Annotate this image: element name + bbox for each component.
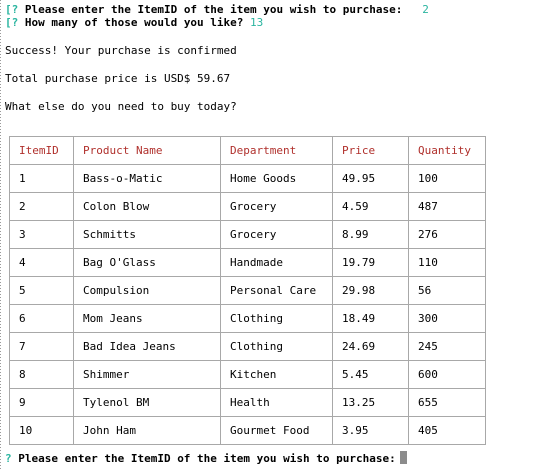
- prompt-line-item-id: [? Please enter the ItemID of the item y…: [5, 3, 429, 17]
- cell-department: Health: [220, 388, 333, 417]
- cell-department: Grocery: [220, 220, 333, 249]
- cell-item-id: 9: [9, 388, 74, 417]
- follow-up-question: What else do you need to buy today?: [5, 100, 237, 113]
- prompt-answer: 13: [250, 16, 264, 29]
- cell-quantity: 655: [408, 388, 486, 417]
- table-header-row: ItemID Product Name Department Price Qua…: [9, 136, 486, 165]
- header-price: Price: [332, 136, 409, 165]
- cell-product-name: Mom Jeans: [73, 304, 221, 333]
- prompt-line-quantity: [? How many of those would you like? 13: [5, 16, 263, 30]
- prompt-text: Please enter the ItemID of the item you …: [18, 3, 403, 16]
- header-department: Department: [220, 136, 333, 165]
- cell-quantity: 56: [408, 276, 486, 305]
- cell-department: Home Goods: [220, 164, 333, 193]
- prompt-answer: 2: [422, 3, 429, 16]
- success-message: Success! Your purchase is confirmed: [5, 44, 237, 57]
- cell-product-name: Compulsion: [73, 276, 221, 305]
- table-row: 6 Mom Jeans Clothing 18.49 300: [9, 304, 486, 333]
- cell-product-name: Bag O'Glass: [73, 248, 221, 277]
- inventory-table: ItemID Product Name Department Price Qua…: [9, 136, 486, 445]
- cell-product-name: Bass-o-Matic: [73, 164, 221, 193]
- cell-product-name: Bad Idea Jeans: [73, 332, 221, 361]
- cell-price: 8.99: [332, 220, 409, 249]
- cell-item-id: 3: [9, 220, 74, 249]
- cell-quantity: 487: [408, 192, 486, 221]
- cell-item-id: 5: [9, 276, 74, 305]
- cell-price: 13.25: [332, 388, 409, 417]
- table-row: 4 Bag O'Glass Handmade 19.79 110: [9, 248, 486, 277]
- table-row: 7 Bad Idea Jeans Clothing 24.69 245: [9, 332, 486, 361]
- header-quantity: Quantity: [408, 136, 486, 165]
- cell-quantity: 276: [408, 220, 486, 249]
- cell-item-id: 1: [9, 164, 74, 193]
- cell-department: Grocery: [220, 192, 333, 221]
- cell-price: 3.95: [332, 416, 409, 445]
- cell-product-name: Colon Blow: [73, 192, 221, 221]
- prompt-question-mark: ?: [11, 16, 19, 29]
- header-product-name: Product Name: [73, 136, 221, 165]
- table-row: 3 Schmitts Grocery 8.99 276: [9, 220, 486, 249]
- cell-department: Handmade: [220, 248, 333, 277]
- cell-item-id: 2: [9, 192, 74, 221]
- cell-item-id: 10: [9, 416, 74, 445]
- cell-product-name: Tylenol BM: [73, 388, 221, 417]
- cell-quantity: 100: [408, 164, 486, 193]
- cell-department: Personal Care: [220, 276, 333, 305]
- cell-quantity: 300: [408, 304, 486, 333]
- table-row: 9 Tylenol BM Health 13.25 655: [9, 388, 486, 417]
- cell-price: 5.45: [332, 360, 409, 389]
- cell-price: 18.49: [332, 304, 409, 333]
- cell-product-name: Schmitts: [73, 220, 221, 249]
- cell-item-id: 7: [9, 332, 74, 361]
- table-row: 8 Shimmer Kitchen 5.45 600: [9, 360, 486, 389]
- cell-quantity: 245: [408, 332, 486, 361]
- table-row: 2 Colon Blow Grocery 4.59 487: [9, 192, 486, 221]
- cell-price: 29.98: [332, 276, 409, 305]
- cell-price: 49.95: [332, 164, 409, 193]
- cell-price: 24.69: [332, 332, 409, 361]
- cell-quantity: 405: [408, 416, 486, 445]
- prompt-text: Please enter the ItemID of the item you …: [11, 452, 396, 465]
- prompt-question-mark: ?: [5, 452, 12, 465]
- prompt-bracket: [: [5, 3, 12, 16]
- cell-department: Gourmet Food: [220, 416, 333, 445]
- cell-department: Clothing: [220, 304, 333, 333]
- cell-price: 4.59: [332, 192, 409, 221]
- cell-product-name: John Ham: [73, 416, 221, 445]
- cell-item-id: 6: [9, 304, 74, 333]
- text-cursor[interactable]: [399, 451, 407, 464]
- cell-quantity: 600: [408, 360, 486, 389]
- cell-department: Kitchen: [220, 360, 333, 389]
- prompt-bracket: [: [5, 16, 12, 29]
- prompt-text: How many of those would you like?: [18, 16, 244, 29]
- prompt-question-mark: ?: [11, 3, 19, 16]
- cell-item-id: 8: [9, 360, 74, 389]
- cell-quantity: 110: [408, 248, 486, 277]
- table-row: 1 Bass-o-Matic Home Goods 49.95 100: [9, 164, 486, 193]
- terminal-left-edge: [0, 0, 1, 469]
- table-row: 5 Compulsion Personal Care 29.98 56: [9, 276, 486, 305]
- cell-department: Clothing: [220, 332, 333, 361]
- cell-item-id: 4: [9, 248, 74, 277]
- prompt-line-next-item[interactable]: ? Please enter the ItemID of the item yo…: [5, 451, 407, 466]
- cell-price: 19.79: [332, 248, 409, 277]
- table-row: 10 John Ham Gourmet Food 3.95 405: [9, 416, 486, 445]
- total-price-message: Total purchase price is USD$ 59.67: [5, 72, 231, 85]
- header-item-id: ItemID: [9, 136, 74, 165]
- cell-product-name: Shimmer: [73, 360, 221, 389]
